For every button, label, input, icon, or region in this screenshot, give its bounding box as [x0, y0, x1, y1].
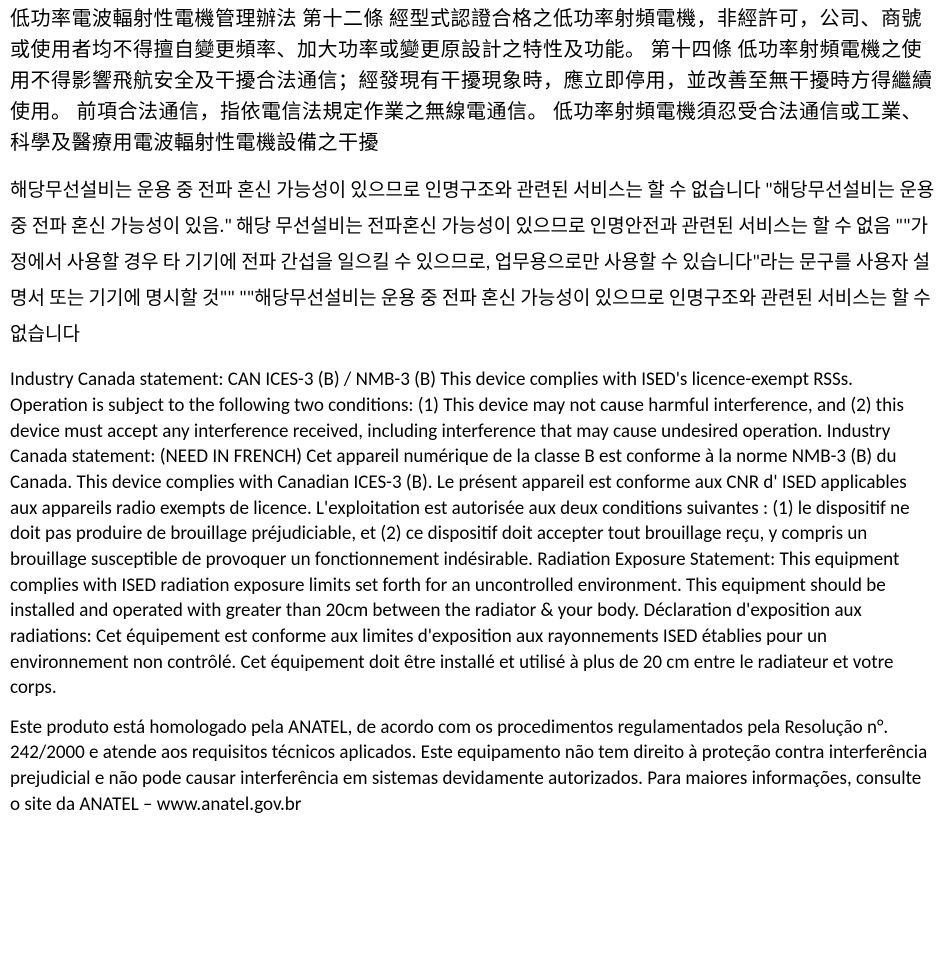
regulatory-text-taiwan-ncc: 低功率電波輻射性電機管理辦法 第十二條 經型式認證合格之低功率射頻電機，非經許可… [10, 4, 935, 159]
regulatory-text-brazil-anatel: Este produto está homologado pela ANATEL… [10, 715, 935, 818]
regulatory-text-korea-kc: 해당무선설비는 운용 중 전파 혼신 가능성이 있으므로 인명구조와 관련된 서… [10, 173, 935, 353]
regulatory-text-canada-ised: Industry Canada statement: CAN ICES-3 (B… [10, 367, 935, 700]
